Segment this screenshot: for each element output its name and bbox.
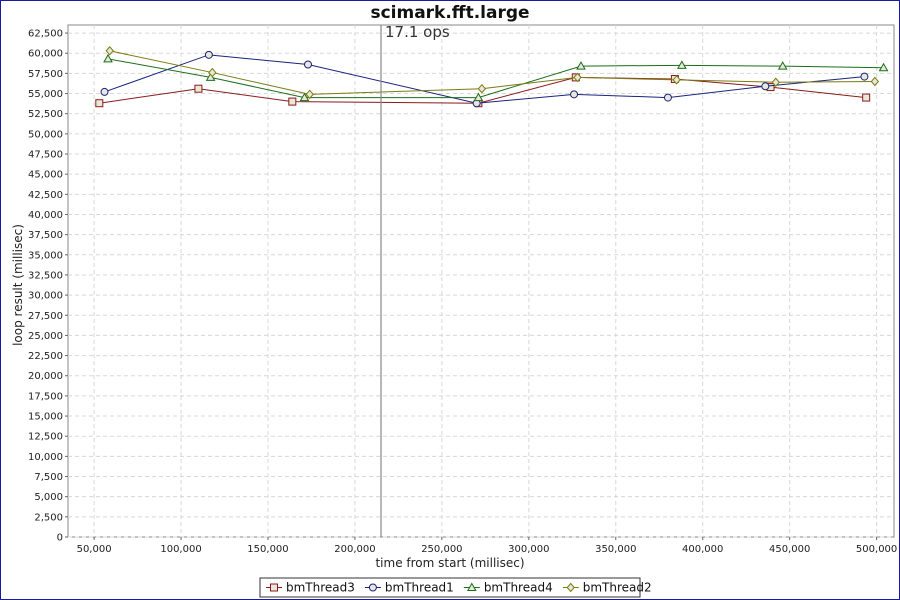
- x-tick-label: 50,000: [77, 544, 112, 555]
- data-point-square: [95, 99, 104, 108]
- x-tick-label: 350,000: [595, 544, 636, 555]
- data-point-diamond: [477, 83, 487, 94]
- y-tick-label: 35,000: [28, 250, 63, 261]
- legend-item: bmThread2: [562, 581, 652, 595]
- y-tick-label: 50,000: [28, 129, 63, 140]
- y-tick-label: 32,500: [28, 270, 63, 281]
- y-tick-label: 22,500: [28, 351, 63, 362]
- legend-label: bmThread3: [286, 581, 355, 595]
- data-point-triangle: [576, 61, 586, 70]
- data-point-diamond: [105, 46, 114, 56]
- x-tick-label: 400,000: [682, 544, 723, 555]
- data-point-diamond: [870, 76, 880, 87]
- data-point-triangle: [103, 53, 113, 63]
- y-tick-label: 37,500: [28, 230, 63, 241]
- legend-label: bmThread4: [484, 581, 553, 595]
- data-point-diamond: [566, 582, 575, 593]
- y-tick-label: 47,500: [28, 150, 63, 161]
- y-tick-label: 52,500: [28, 109, 63, 120]
- data-point-circle: [100, 87, 109, 96]
- x-tick-label: 300,000: [508, 544, 549, 555]
- x-axis-title: time from start (millisec): [375, 556, 524, 570]
- data-point-diamond: [672, 75, 681, 85]
- data-point-diamond: [573, 72, 582, 83]
- y-tick-label: 60,000: [28, 49, 63, 60]
- series-bmThread2: [105, 46, 880, 100]
- chart-title: scimark.fft.large: [370, 3, 529, 23]
- y-tick-label: 20,000: [28, 371, 63, 382]
- y-tick-label: 40,000: [28, 210, 63, 221]
- data-point-circle: [204, 50, 213, 59]
- y-tick-label: 42,500: [28, 190, 63, 201]
- plot-area: [67, 24, 895, 538]
- data-point-circle: [368, 583, 377, 592]
- series-line: [99, 76, 867, 104]
- marker-annotation: 17.1 ops: [385, 23, 450, 41]
- series-line: [107, 58, 884, 99]
- y-tick-label: 45,000: [28, 170, 63, 181]
- legend-item: bmThread3: [266, 581, 355, 595]
- data-point-circle: [303, 60, 312, 69]
- data-point-triangle: [676, 60, 687, 69]
- y-tick-label: 10,000: [28, 452, 63, 463]
- y-tick-label: 27,500: [28, 311, 63, 322]
- data-point-diamond: [208, 67, 217, 78]
- x-tick-label: 200,000: [334, 544, 375, 555]
- y-tick-label: 17,500: [28, 391, 63, 402]
- y-tick-label: 7,500: [34, 472, 63, 483]
- legend-label: bmThread1: [385, 581, 454, 595]
- data-point-diamond: [305, 89, 314, 100]
- series-bmThread4: [103, 53, 889, 102]
- y-tick-label: 2,500: [34, 512, 63, 523]
- y-tick-label: 25,000: [28, 331, 63, 342]
- series-line: [104, 54, 865, 104]
- data-point-triangle: [777, 61, 788, 70]
- legend-item: bmThread1: [364, 581, 454, 595]
- data-point-circle: [860, 72, 869, 81]
- data-point-circle: [663, 93, 672, 102]
- y-tick-label: 55,000: [28, 89, 63, 100]
- y-tick-label: 15,000: [28, 412, 63, 423]
- legend-item: bmThread4: [463, 581, 553, 595]
- data-point-square: [862, 93, 871, 102]
- y-tick-label: 62,500: [28, 29, 63, 40]
- data-point-diamond: [771, 77, 780, 88]
- y-axis-title: loop result (millisec): [11, 224, 25, 346]
- x-tick-label: 500,000: [856, 544, 897, 555]
- x-tick-label: 450,000: [769, 544, 810, 555]
- data-point-triangle: [299, 92, 310, 102]
- series-line: [109, 50, 875, 95]
- data-point-circle: [570, 90, 579, 99]
- y-tick-label: 12,500: [28, 432, 63, 443]
- y-tick-label: 57,500: [28, 69, 63, 80]
- legend-box: [259, 577, 641, 598]
- data-point-square: [288, 97, 297, 106]
- y-tick-label: 5,000: [34, 492, 63, 503]
- x-tick-label: 250,000: [421, 544, 462, 555]
- data-point-triangle: [466, 582, 477, 591]
- data-point-square: [270, 583, 278, 592]
- data-point-triangle: [473, 92, 484, 102]
- data-point-square: [194, 84, 203, 93]
- y-tick-label: 30,000: [28, 291, 63, 302]
- legend-label: bmThread2: [583, 581, 652, 595]
- y-tick-label: 0: [57, 533, 63, 544]
- series-bmThread1: [100, 50, 869, 108]
- data-point-triangle: [878, 62, 889, 72]
- legend: bmThread3 bmThread1 bmThread4 bmThread2: [259, 577, 652, 598]
- data-point-circle: [761, 82, 770, 91]
- x-tick-label: 100,000: [160, 544, 201, 555]
- x-tick-label: 150,000: [247, 544, 288, 555]
